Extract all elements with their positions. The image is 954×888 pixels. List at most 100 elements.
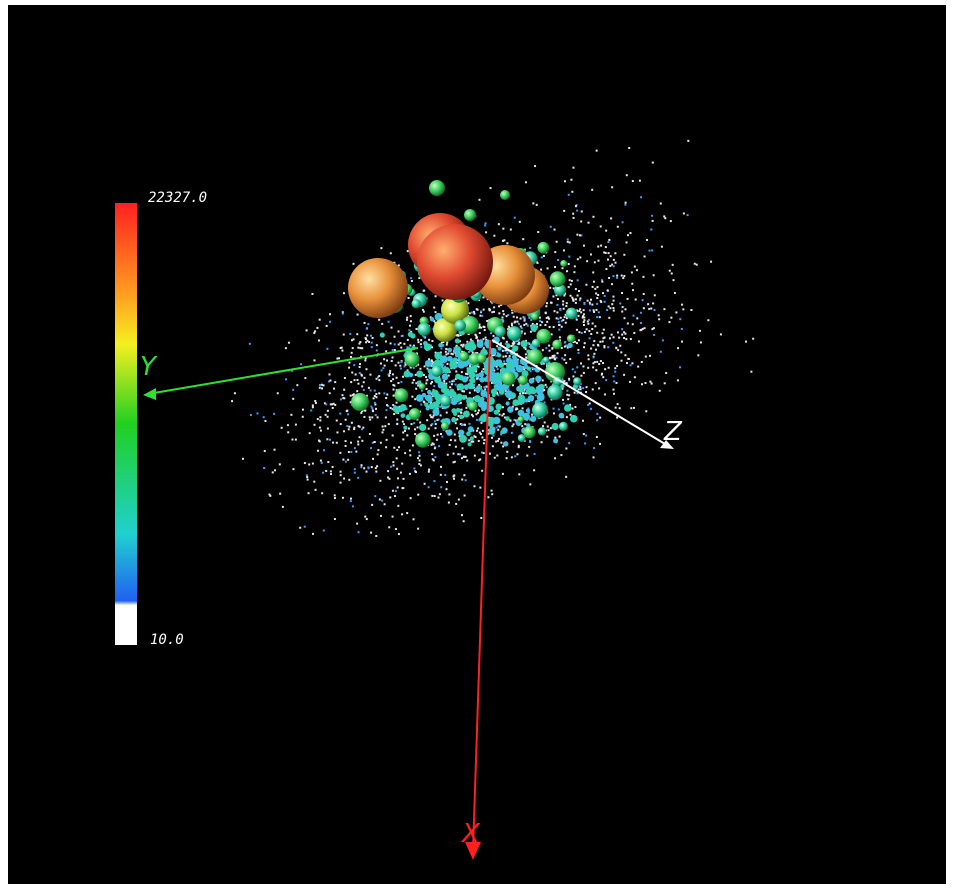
point [546, 317, 548, 319]
point [563, 308, 565, 310]
point [463, 474, 465, 476]
point [370, 532, 372, 534]
point [670, 317, 672, 319]
point [394, 495, 396, 497]
sphere [417, 224, 493, 300]
sphere [459, 352, 469, 362]
point [520, 340, 527, 347]
point [274, 449, 276, 451]
point [455, 422, 457, 424]
point [340, 482, 342, 484]
point [501, 317, 503, 319]
point [340, 398, 342, 400]
point [587, 354, 589, 356]
point [285, 378, 287, 380]
point [425, 376, 427, 378]
point [434, 427, 436, 429]
point [446, 481, 448, 483]
point [622, 221, 624, 223]
point [342, 459, 344, 461]
point [285, 347, 287, 349]
point [597, 246, 599, 248]
point [597, 344, 599, 346]
point [630, 364, 632, 366]
point [621, 311, 623, 313]
point [634, 266, 636, 268]
point [354, 447, 356, 449]
point [556, 304, 558, 306]
point [750, 371, 752, 373]
point [314, 359, 316, 361]
point [480, 397, 485, 402]
point [446, 344, 448, 346]
point [642, 276, 644, 278]
point [392, 384, 394, 386]
point [660, 203, 662, 205]
point [590, 348, 592, 350]
point [607, 289, 609, 291]
point [400, 347, 402, 349]
point [551, 348, 553, 350]
point [322, 472, 324, 474]
point [593, 356, 595, 358]
point [554, 437, 556, 439]
point [342, 497, 344, 499]
point [438, 445, 440, 447]
point [631, 283, 633, 285]
point [518, 445, 520, 447]
point [576, 329, 578, 331]
point [469, 373, 474, 378]
point [458, 429, 464, 435]
point [539, 320, 541, 322]
point [745, 341, 747, 343]
point [523, 317, 525, 319]
sphere [547, 385, 562, 400]
point [565, 322, 567, 324]
point [478, 409, 480, 411]
point [502, 350, 504, 352]
point [566, 416, 568, 418]
point [556, 241, 558, 243]
point [631, 362, 633, 364]
point [663, 215, 665, 217]
point [319, 440, 321, 442]
point [419, 459, 421, 461]
point [583, 321, 585, 323]
point [325, 470, 327, 472]
point [570, 283, 572, 285]
point [613, 380, 615, 382]
point [476, 378, 478, 380]
point [569, 358, 571, 360]
point [394, 336, 396, 338]
point [710, 261, 712, 263]
point [480, 517, 482, 519]
point [549, 357, 551, 359]
point [545, 347, 547, 349]
point [585, 284, 587, 286]
sphere [532, 339, 541, 348]
point [465, 456, 467, 458]
point [363, 389, 365, 391]
point [274, 469, 276, 471]
sphere [431, 366, 442, 377]
point [639, 180, 641, 182]
point [488, 421, 494, 427]
point [632, 180, 634, 182]
point [584, 442, 586, 444]
point [443, 380, 445, 382]
point [433, 480, 435, 482]
point [654, 309, 656, 311]
point [334, 497, 336, 499]
point [625, 202, 627, 204]
point [590, 408, 592, 410]
point [542, 349, 544, 351]
point [626, 362, 628, 364]
point [541, 256, 543, 258]
point [533, 469, 535, 471]
point [419, 421, 421, 423]
point [317, 418, 319, 420]
point [590, 299, 592, 301]
point [524, 423, 526, 425]
point [411, 280, 413, 282]
point [469, 392, 471, 394]
